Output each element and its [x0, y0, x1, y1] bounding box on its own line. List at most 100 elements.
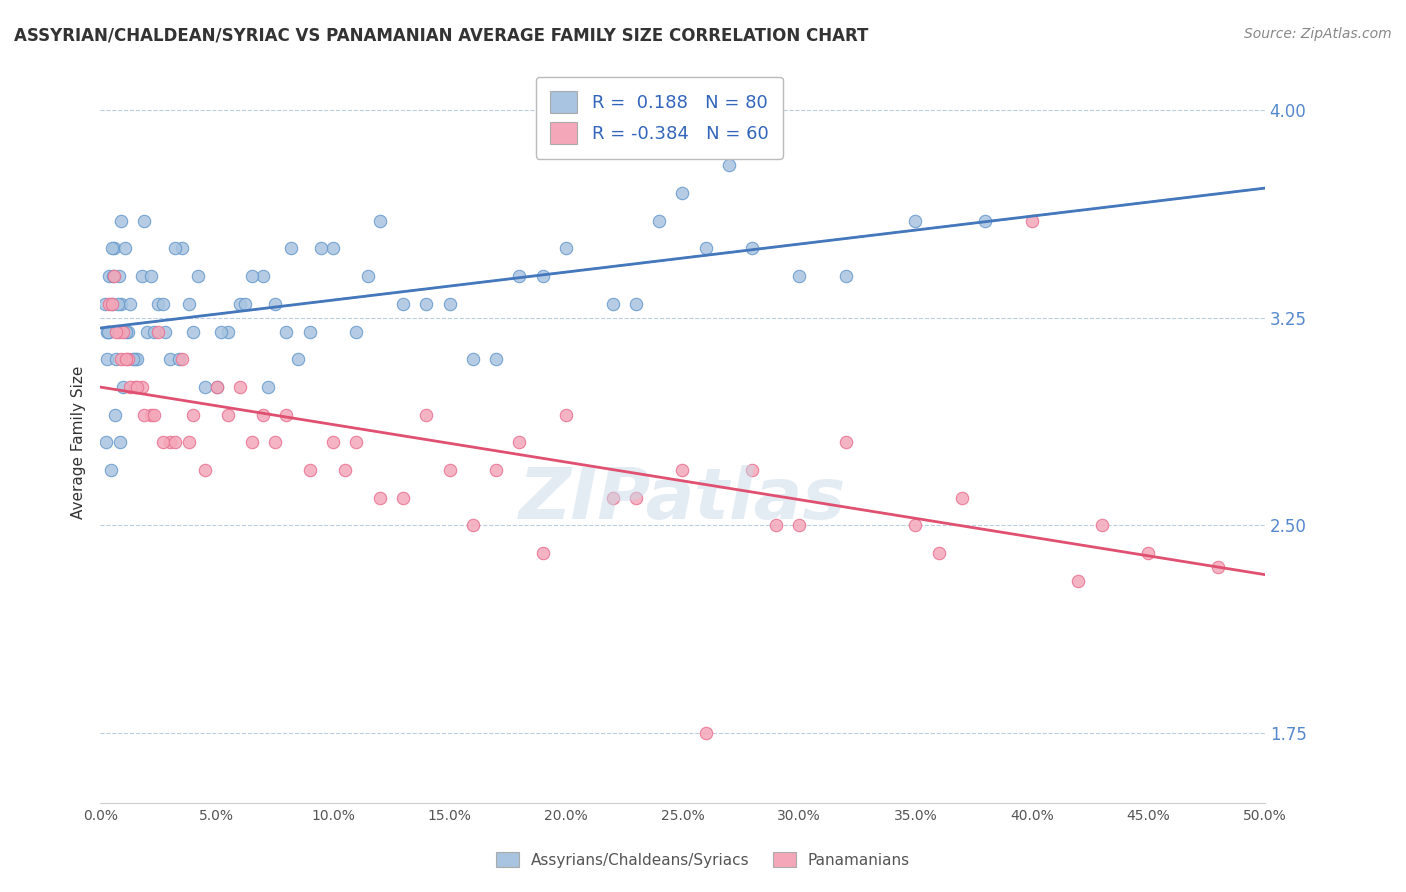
Point [602, 297, 624, 311]
Point [97, 325, 120, 339]
Point [148, 297, 170, 311]
Point [439, 463, 461, 477]
Point [194, 463, 217, 477]
Point [392, 297, 415, 311]
Point [256, 380, 278, 394]
Point [1021, 213, 1043, 227]
Point [217, 408, 239, 422]
Point [415, 408, 437, 422]
Point [344, 435, 367, 450]
Point [531, 546, 554, 560]
Point [322, 435, 344, 450]
Point [1137, 546, 1160, 560]
Point [531, 269, 554, 284]
Point [765, 518, 787, 533]
Point [120, 297, 142, 311]
Point [209, 325, 232, 339]
Point [904, 213, 927, 227]
Point [142, 325, 165, 339]
Point [508, 435, 530, 450]
Point [741, 463, 763, 477]
Point [229, 380, 252, 394]
Point [120, 380, 142, 394]
Point [298, 463, 321, 477]
Point [114, 352, 136, 367]
Point [163, 241, 186, 255]
Point [100, 297, 122, 311]
Point [110, 352, 132, 367]
Point [263, 297, 285, 311]
Point [131, 269, 153, 284]
Point [117, 325, 139, 339]
Point [485, 352, 508, 367]
Point [98, 297, 121, 311]
Point [671, 463, 693, 477]
Point [94, 435, 117, 450]
Text: ASSYRIAN/CHALDEAN/SYRIAC VS PANAMANIAN AVERAGE FAMILY SIZE CORRELATION CHART: ASSYRIAN/CHALDEAN/SYRIAC VS PANAMANIAN A… [14, 27, 869, 45]
Point [205, 380, 228, 394]
Point [100, 297, 122, 311]
Point [928, 546, 950, 560]
Text: ZIPatlas: ZIPatlas [519, 466, 846, 534]
Point [163, 435, 186, 450]
Point [101, 269, 124, 284]
Point [117, 352, 139, 367]
Point [252, 408, 274, 422]
Point [141, 408, 163, 422]
Point [124, 352, 146, 367]
Point [107, 269, 129, 284]
Point [904, 518, 927, 533]
Point [105, 352, 128, 367]
Point [205, 380, 228, 394]
Legend: Assyrians/Chaldeans/Syriacs, Panamanians: Assyrians/Chaldeans/Syriacs, Panamanians [488, 844, 918, 875]
Point [142, 408, 165, 422]
Point [276, 325, 298, 339]
Point [461, 518, 484, 533]
Point [974, 213, 997, 227]
Point [103, 241, 125, 255]
Point [624, 491, 647, 505]
Point [555, 408, 578, 422]
Point [127, 352, 149, 367]
Point [461, 352, 484, 367]
Point [1206, 560, 1229, 574]
Point [695, 241, 717, 255]
Point [98, 269, 121, 284]
Point [368, 213, 391, 227]
Text: Source: ZipAtlas.com: Source: ZipAtlas.com [1244, 27, 1392, 41]
Point [252, 269, 274, 284]
Point [194, 380, 217, 394]
Point [233, 297, 256, 311]
Point [152, 297, 174, 311]
Point [508, 269, 530, 284]
Point [950, 491, 973, 505]
Point [177, 435, 200, 450]
Point [169, 352, 191, 367]
Point [344, 325, 367, 339]
Point [280, 241, 302, 255]
Point [135, 325, 157, 339]
Point [100, 463, 122, 477]
Point [114, 325, 136, 339]
Point [98, 325, 121, 339]
Point [555, 241, 578, 255]
Point [602, 491, 624, 505]
Point [787, 518, 810, 533]
Point [357, 269, 380, 284]
Point [695, 726, 717, 740]
Point [124, 380, 146, 394]
Point [110, 297, 132, 311]
Point [240, 269, 263, 284]
Point [141, 269, 163, 284]
Point [187, 269, 209, 284]
Point [181, 325, 204, 339]
Point [741, 241, 763, 255]
Point [107, 297, 129, 311]
Point [217, 325, 239, 339]
Point [718, 158, 741, 172]
Point [131, 380, 153, 394]
Point [148, 325, 170, 339]
Point [1067, 574, 1090, 588]
Point [177, 297, 200, 311]
Point [392, 491, 415, 505]
